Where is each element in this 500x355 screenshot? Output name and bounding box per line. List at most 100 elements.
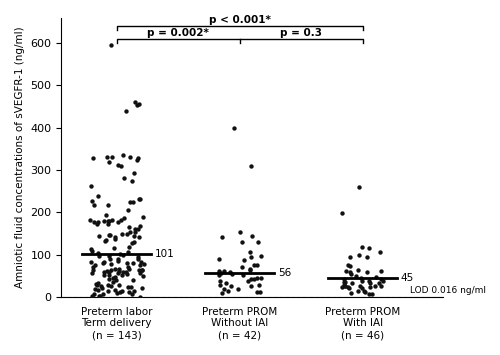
Point	[230, 125, 238, 131]
Point	[104, 202, 112, 208]
Point	[90, 267, 98, 273]
Point	[120, 215, 128, 220]
Point	[218, 290, 226, 296]
Point	[90, 291, 98, 297]
Point	[112, 278, 120, 283]
Point	[130, 226, 138, 232]
Point	[124, 208, 132, 213]
Point	[88, 293, 96, 299]
Point	[138, 286, 146, 291]
Point	[117, 217, 125, 222]
Point	[104, 222, 112, 227]
Point	[114, 219, 122, 224]
Point	[99, 261, 107, 266]
Point	[110, 287, 118, 293]
Point	[136, 271, 144, 276]
Point	[240, 273, 248, 278]
Point	[236, 229, 244, 234]
Point	[357, 275, 365, 281]
Point	[110, 245, 118, 251]
Point	[104, 282, 112, 288]
Point	[340, 283, 348, 289]
Point	[112, 291, 120, 296]
Point	[131, 229, 139, 234]
Point	[358, 285, 366, 291]
Point	[120, 152, 128, 157]
Point	[134, 155, 142, 161]
Point	[128, 291, 136, 297]
Point	[111, 274, 119, 280]
Point	[125, 245, 133, 250]
Point	[124, 284, 132, 290]
Point	[108, 154, 116, 160]
Point	[104, 288, 112, 294]
Point	[363, 254, 371, 260]
Text: p = 0.3: p = 0.3	[280, 28, 322, 38]
Point	[217, 270, 225, 276]
Point	[371, 283, 379, 289]
Point	[126, 230, 134, 235]
Point	[130, 99, 138, 105]
Y-axis label: Amniotic fluid concentrations of sVEGFR-1 (ng/ml): Amniotic fluid concentrations of sVEGFR-…	[15, 27, 25, 288]
Point	[120, 175, 128, 181]
Point	[344, 284, 352, 290]
Point	[377, 283, 385, 289]
Point	[256, 275, 264, 280]
Point	[94, 193, 102, 199]
Point	[116, 289, 124, 294]
Point	[257, 253, 265, 258]
Point	[340, 279, 347, 284]
Point	[105, 276, 113, 282]
Text: 101: 101	[155, 249, 174, 259]
Point	[95, 253, 103, 259]
Point	[106, 283, 114, 288]
Point	[130, 170, 138, 176]
Point	[89, 155, 97, 161]
Point	[100, 269, 108, 275]
Point	[238, 264, 246, 269]
Point	[356, 283, 364, 289]
Point	[366, 291, 374, 297]
Point	[250, 276, 258, 282]
Point	[253, 275, 261, 280]
Point	[355, 184, 363, 190]
Point	[88, 271, 96, 276]
Point	[220, 286, 228, 291]
Point	[134, 196, 142, 202]
Point	[111, 234, 119, 240]
Point	[354, 288, 362, 294]
Point	[130, 239, 138, 245]
Point	[129, 278, 137, 283]
Point	[347, 271, 355, 277]
Point	[348, 290, 356, 295]
Point	[366, 280, 374, 286]
Point	[244, 278, 252, 284]
Point	[114, 266, 122, 272]
Point	[365, 245, 373, 251]
Point	[102, 238, 110, 244]
Point	[238, 240, 246, 245]
Text: LOD 0.016 ng/ml: LOD 0.016 ng/ml	[410, 285, 486, 295]
Text: p = 0.002*: p = 0.002*	[148, 28, 209, 38]
Point	[136, 196, 143, 202]
Point	[90, 219, 98, 225]
Point	[98, 285, 106, 291]
Point	[342, 283, 349, 289]
Point	[118, 288, 126, 294]
Point	[138, 268, 146, 273]
Point	[379, 278, 387, 284]
Point	[126, 200, 134, 205]
Point	[88, 248, 96, 254]
Point	[364, 279, 372, 284]
Point	[100, 259, 108, 264]
Point	[94, 221, 102, 226]
Point	[254, 239, 262, 244]
Point	[128, 240, 136, 246]
Point	[114, 162, 122, 168]
Point	[126, 284, 134, 290]
Point	[94, 250, 102, 256]
Point	[87, 259, 95, 265]
Point	[116, 251, 124, 257]
Point	[94, 280, 102, 286]
Point	[132, 102, 140, 108]
